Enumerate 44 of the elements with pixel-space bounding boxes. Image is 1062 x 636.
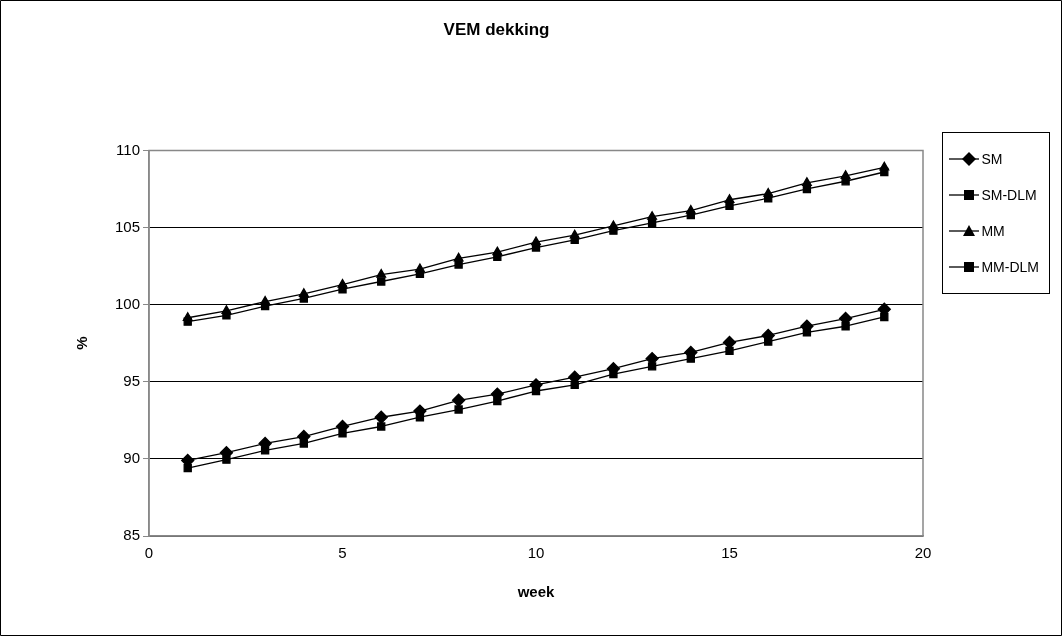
- point: [221, 305, 232, 314]
- point: [492, 246, 503, 256]
- point: [647, 211, 658, 220]
- x-tick-label: 15: [721, 544, 738, 562]
- point: [454, 405, 463, 414]
- point: [531, 236, 541, 246]
- y-tick-label: 85: [123, 526, 141, 544]
- point: [454, 260, 463, 269]
- x-tick-label: 10: [527, 544, 545, 562]
- point: [763, 187, 774, 197]
- point: [569, 229, 580, 239]
- point: [840, 170, 851, 179]
- legend-label: SM-DLM: [981, 187, 1037, 203]
- y-tick-label: 100: [115, 294, 141, 312]
- y-tick-label: 95: [123, 371, 141, 389]
- point: [182, 312, 193, 321]
- x-tick-label: 0: [144, 544, 154, 562]
- y-axis-title: %: [73, 336, 91, 350]
- point: [879, 161, 890, 171]
- point: [724, 194, 735, 203]
- x-axis-title: week: [516, 583, 556, 601]
- point: [414, 263, 425, 273]
- point: [298, 288, 309, 297]
- point: [337, 278, 348, 288]
- point: [451, 393, 466, 407]
- y-tick-label: 105: [115, 217, 141, 235]
- point: [453, 252, 464, 262]
- legend-label: MM: [981, 223, 1005, 239]
- legend-label: MM-DLM: [981, 259, 1039, 275]
- point: [376, 268, 387, 278]
- point: [801, 177, 812, 186]
- chart-title: VEM dekking: [443, 19, 550, 39]
- x-tick-label: 5: [338, 544, 347, 562]
- x-tick-label: 20: [914, 544, 932, 562]
- point: [374, 410, 388, 424]
- point: [377, 422, 386, 431]
- point: [685, 204, 696, 214]
- y-tick-label: 110: [116, 140, 141, 158]
- legend-label: SM: [981, 151, 1003, 167]
- y-tick-label: 90: [123, 449, 141, 467]
- point: [608, 220, 619, 230]
- point: [725, 346, 734, 356]
- point: [260, 295, 271, 305]
- point: [377, 277, 386, 286]
